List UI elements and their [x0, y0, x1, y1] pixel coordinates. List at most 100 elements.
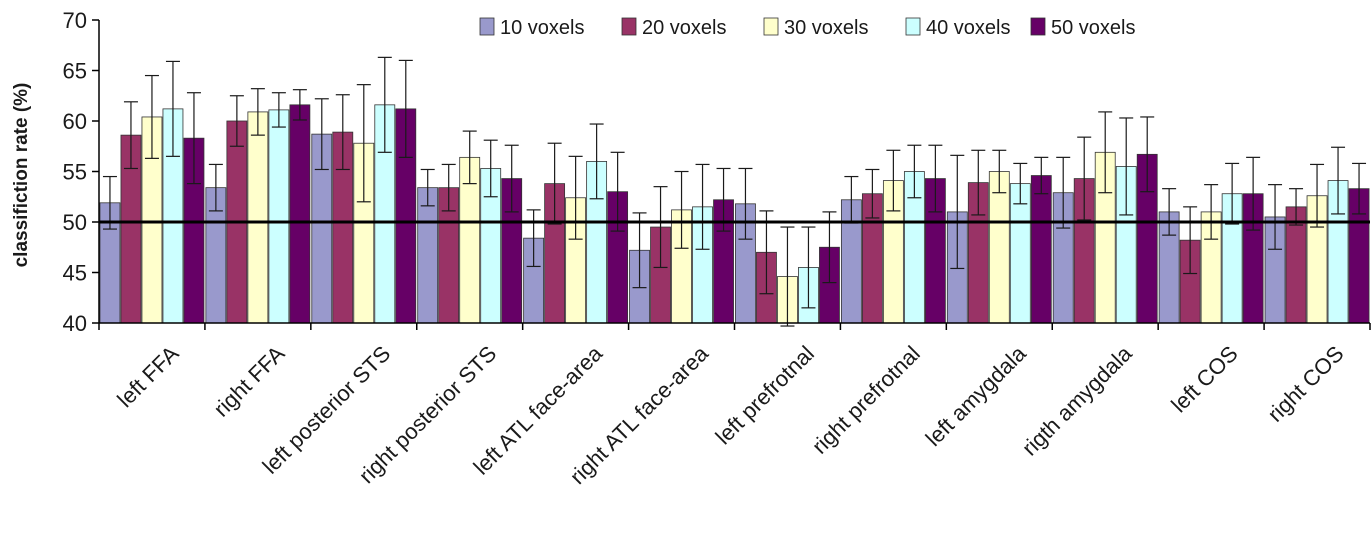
- error-bar-right-posterior-sts-20-voxels: [441, 163, 456, 212]
- legend-swatch: [479, 17, 495, 36]
- category-label-rigth-amygdala: rigth amygdala: [1017, 340, 1137, 460]
- legend-label: 20 voxels: [642, 17, 727, 39]
- error-bar-left-prefrotnal-10-voxels: [738, 167, 753, 240]
- category-label-right-cos: right COS: [1263, 341, 1349, 427]
- error-bar-left-amygdala-50-voxels: [1034, 156, 1049, 195]
- error-bar-right-prefrotnal-50-voxels: [928, 144, 943, 213]
- error-bar-right-prefrotnal-30-voxels: [886, 149, 901, 212]
- error-bar-left-ffa-10-voxels: [102, 175, 117, 230]
- y-ticks: 40 45 50 55 60 65 70: [63, 8, 99, 336]
- error-bar-right-ffa-20-voxels: [229, 95, 244, 147]
- error-bar-left-cos-10-voxels: [1162, 188, 1177, 236]
- error-bar-left-ffa-30-voxels: [144, 74, 159, 159]
- error-bar-right-cos-20-voxels: [1289, 188, 1304, 226]
- bar-right-posterior-sts-10-voxels: [417, 187, 439, 324]
- bar-right-ffa-40-voxels: [268, 109, 290, 324]
- legend-item-30-voxels: 30 voxels: [763, 17, 869, 39]
- error-bar-left-ffa-40-voxels: [165, 60, 180, 157]
- error-bar-left-atl-face-area-30-voxels: [568, 155, 583, 240]
- category-label-left-cos: left COS: [1166, 341, 1242, 417]
- error-bar-right-atl-face-area-10-voxels: [632, 212, 647, 289]
- error-bar-left-amygdala-30-voxels: [992, 149, 1007, 194]
- error-bar-rigth-amygdala-50-voxels: [1140, 116, 1155, 193]
- legend-swatch: [763, 17, 779, 36]
- legend-label: 10 voxels: [500, 17, 585, 39]
- bar-right-ffa-50-voxels: [289, 104, 311, 324]
- error-bar-left-posterior-sts-20-voxels: [335, 94, 350, 171]
- category-label-right-prefrotnal: right prefrotnal: [807, 341, 925, 459]
- bar-left-amygdala-40-voxels: [1009, 183, 1031, 324]
- legend-item-50-voxels: 50 voxels: [1030, 17, 1136, 39]
- category-label-left-ffa: left FFA: [112, 341, 184, 413]
- error-bar-left-amygdala-20-voxels: [971, 149, 986, 216]
- error-bar-left-atl-face-area-10-voxels: [526, 209, 541, 268]
- error-bar-left-posterior-sts-30-voxels: [356, 84, 371, 203]
- error-bar-right-atl-face-area-20-voxels: [653, 186, 668, 269]
- error-bar-rigth-amygdala-20-voxels: [1077, 136, 1092, 221]
- error-bar-right-cos-30-voxels: [1310, 163, 1325, 228]
- error-bar-left-cos-30-voxels: [1204, 184, 1219, 240]
- error-bar-right-posterior-sts-10-voxels: [420, 168, 435, 207]
- error-bar-left-ffa-50-voxels: [186, 92, 201, 185]
- legend-label: 30 voxels: [784, 17, 869, 39]
- error-bar-left-prefrotnal-20-voxels: [759, 210, 774, 295]
- error-bar-rigth-amygdala-30-voxels: [1098, 111, 1113, 194]
- error-bar-right-posterior-sts-40-voxels: [483, 139, 498, 198]
- error-bar-left-prefrotnal-50-voxels: [822, 211, 837, 284]
- legend-label: 40 voxels: [926, 17, 1011, 39]
- category-label-left-amygdala: left amygdala: [921, 340, 1032, 451]
- legend-label: 50 voxels: [1051, 17, 1136, 39]
- error-bar-left-posterior-sts-10-voxels: [314, 98, 329, 171]
- y-tick-label: 60: [63, 109, 87, 134]
- error-bar-rigth-amygdala-40-voxels: [1119, 117, 1134, 216]
- y-tick-label: 50: [63, 210, 87, 235]
- error-bar-right-atl-face-area-30-voxels: [674, 170, 689, 249]
- error-bar-left-ffa-20-voxels: [123, 101, 138, 170]
- error-bars: [102, 56, 1367, 327]
- legend-swatch: [1030, 17, 1046, 36]
- error-bar-right-cos-10-voxels: [1268, 184, 1283, 250]
- error-bar-left-amygdala-10-voxels: [950, 154, 965, 270]
- error-bar-left-amygdala-40-voxels: [1013, 162, 1028, 205]
- error-bar-right-posterior-sts-50-voxels: [504, 144, 519, 213]
- error-bar-left-atl-face-area-50-voxels: [610, 151, 625, 232]
- error-bar-left-prefrotnal-30-voxels: [780, 226, 795, 327]
- error-bar-left-cos-50-voxels: [1246, 156, 1261, 231]
- error-bar-right-ffa-10-voxels: [208, 163, 223, 212]
- legend: 10 voxels 20 voxels 30 voxels 40 voxels 50 v…: [479, 17, 1136, 39]
- y-tick-label: 45: [63, 261, 87, 286]
- error-bar-left-posterior-sts-50-voxels: [398, 59, 413, 158]
- error-bar-right-posterior-sts-30-voxels: [462, 130, 477, 185]
- error-bar-left-atl-face-area-20-voxels: [547, 142, 562, 225]
- legend-item-10-voxels: 10 voxels: [479, 17, 585, 39]
- bar-right-ffa-30-voxels: [247, 111, 269, 324]
- error-bar-left-prefrotnal-40-voxels: [801, 226, 816, 309]
- bar-left-amygdala-50-voxels: [1030, 175, 1052, 324]
- error-bar-left-cos-20-voxels: [1183, 206, 1198, 275]
- legend-swatch: [905, 17, 921, 36]
- error-bar-right-ffa-30-voxels: [250, 88, 265, 136]
- error-bar-left-posterior-sts-40-voxels: [377, 56, 392, 153]
- error-bar-right-ffa-40-voxels: [271, 92, 286, 128]
- category-label-left-prefrotnal: left prefrotnal: [711, 341, 819, 449]
- y-tick-label: 65: [63, 59, 87, 84]
- error-bar-left-atl-face-area-40-voxels: [589, 123, 604, 200]
- error-bar-right-ffa-50-voxels: [292, 89, 307, 121]
- error-bar-right-prefrotnal-20-voxels: [865, 168, 880, 219]
- error-bar-right-prefrotnal-40-voxels: [907, 144, 922, 199]
- legend-swatch: [621, 17, 637, 36]
- category-label-right-ffa: right FFA: [209, 341, 290, 422]
- y-tick-label: 40: [63, 311, 87, 336]
- bar-left-amygdala-30-voxels: [988, 171, 1010, 324]
- bars: [99, 104, 1370, 324]
- error-bar-right-cos-40-voxels: [1331, 146, 1346, 215]
- error-bar-rigth-amygdala-10-voxels: [1056, 156, 1071, 229]
- y-tick-label: 70: [63, 8, 87, 33]
- legend-item-40-voxels: 40 voxels: [905, 17, 1011, 39]
- error-bar-left-cos-40-voxels: [1225, 162, 1240, 225]
- y-axis-label: classifiction rate (%): [11, 83, 32, 268]
- legend-item-20-voxels: 20 voxels: [621, 17, 727, 39]
- error-bar-right-atl-face-area-40-voxels: [695, 163, 710, 250]
